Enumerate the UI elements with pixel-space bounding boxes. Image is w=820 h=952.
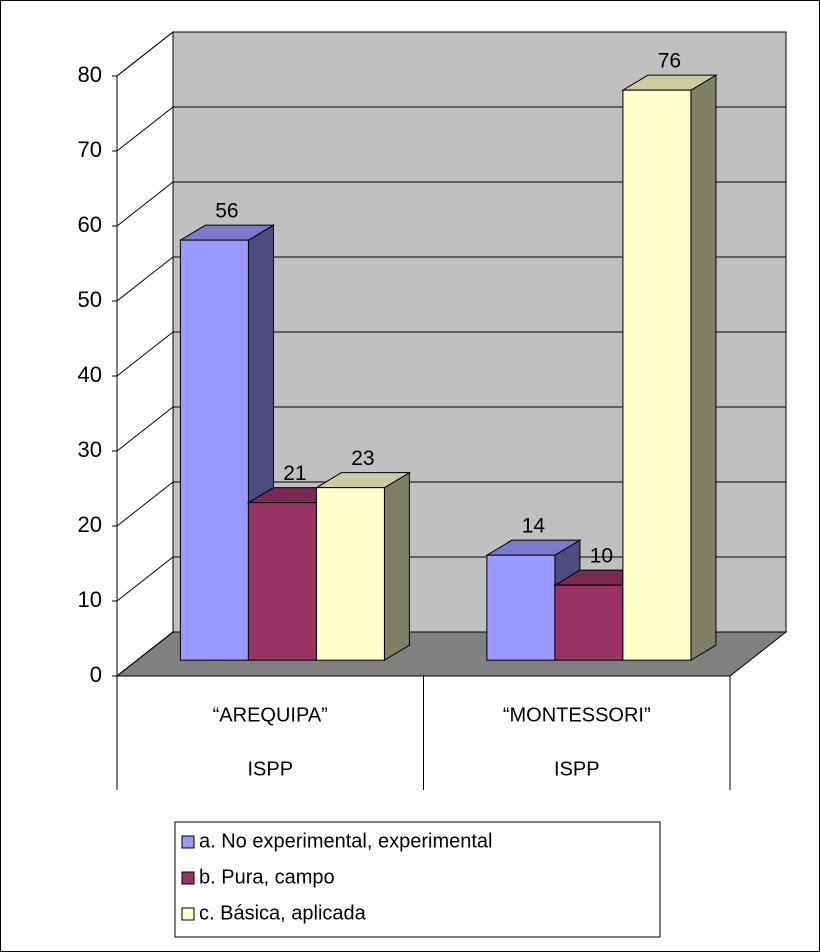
grid-line bbox=[116, 106, 174, 152]
bar-side bbox=[383, 471, 410, 662]
bar bbox=[554, 584, 624, 661]
bar bbox=[315, 487, 385, 661]
legend-label: a. No experimental, experimental bbox=[199, 830, 492, 852]
legend-label: c. Básica, aplicada bbox=[199, 902, 367, 924]
y-tick-label: 20 bbox=[78, 512, 102, 537]
grid-line bbox=[116, 631, 174, 677]
x-tick-label: “MONTESSORI” bbox=[503, 704, 651, 726]
grid-line bbox=[116, 406, 174, 452]
grid-line bbox=[116, 481, 174, 527]
bar-side bbox=[690, 74, 717, 662]
data-label: 56 bbox=[215, 200, 238, 223]
grid-line bbox=[116, 31, 174, 77]
data-label: 21 bbox=[283, 462, 306, 485]
bar bbox=[179, 239, 249, 661]
x-tick-label: ISPP bbox=[247, 758, 293, 780]
y-tick-label: 30 bbox=[78, 437, 102, 462]
legend-swatch bbox=[181, 871, 195, 885]
data-label: 76 bbox=[658, 50, 681, 73]
data-label: 10 bbox=[590, 545, 613, 568]
bar bbox=[486, 554, 556, 661]
data-label: 23 bbox=[351, 447, 374, 470]
grid-line bbox=[116, 181, 174, 227]
x-tick-label: ISPP bbox=[554, 758, 600, 780]
y-tick-label: 70 bbox=[78, 137, 102, 162]
y-tick-label: 50 bbox=[78, 287, 102, 312]
bar bbox=[247, 502, 317, 661]
grid-line bbox=[116, 256, 174, 302]
y-tick-label: 10 bbox=[78, 587, 102, 612]
y-tick-label: 0 bbox=[90, 662, 102, 687]
y-tick-label: 80 bbox=[78, 62, 102, 87]
data-label: 14 bbox=[522, 515, 546, 538]
legend-label: b. Pura, campo bbox=[199, 866, 335, 888]
grid-line bbox=[116, 331, 174, 377]
y-tick-label: 40 bbox=[78, 362, 102, 387]
y-tick-label: 60 bbox=[78, 212, 102, 237]
grid-line bbox=[116, 556, 174, 602]
legend-box bbox=[174, 821, 661, 938]
legend-swatch bbox=[181, 835, 195, 849]
legend-swatch bbox=[181, 907, 195, 921]
bar bbox=[622, 89, 692, 661]
x-tick-label: “AREQUIPA” bbox=[213, 704, 328, 726]
